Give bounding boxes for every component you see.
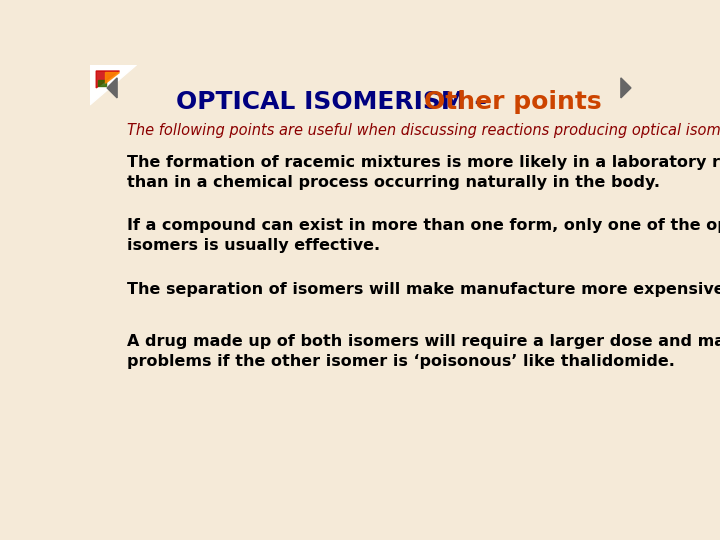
Polygon shape (107, 78, 117, 98)
Text: The following points are useful when discussing reactions producing optical isom: The following points are useful when dis… (127, 123, 720, 138)
Text: The formation of racemic mixtures is more likely in a laboratory reaction
than i: The formation of racemic mixtures is mor… (127, 155, 720, 190)
Text: A drug made up of both isomers will require a larger dose and may cause
problems: A drug made up of both isomers will requ… (127, 334, 720, 369)
Polygon shape (106, 72, 120, 83)
Polygon shape (90, 65, 137, 105)
Polygon shape (621, 78, 631, 98)
Polygon shape (96, 71, 120, 88)
Text: If a compound can exist in more than one form, only one of the optical
isomers i: If a compound can exist in more than one… (127, 218, 720, 253)
Text: OPTICAL ISOMERISM –: OPTICAL ISOMERISM – (176, 90, 496, 114)
Bar (98, 80, 106, 86)
Text: The separation of isomers will make manufacture more expensive.: The separation of isomers will make manu… (127, 282, 720, 297)
Text: Other points: Other points (424, 90, 602, 114)
